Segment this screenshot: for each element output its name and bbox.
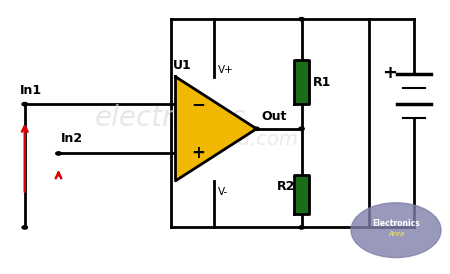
Text: U1: U1 — [173, 59, 192, 72]
Text: Area: Area — [388, 231, 404, 237]
Text: −: − — [191, 95, 205, 113]
Circle shape — [22, 226, 27, 229]
Text: Electronics: Electronics — [372, 219, 420, 228]
Circle shape — [56, 152, 61, 155]
Circle shape — [299, 226, 304, 229]
Text: V+: V+ — [218, 65, 234, 75]
Circle shape — [22, 102, 27, 106]
Bar — [294, 175, 310, 214]
Text: R2: R2 — [277, 180, 295, 193]
Bar — [294, 60, 310, 104]
Circle shape — [351, 203, 441, 258]
Text: +: + — [382, 64, 397, 82]
Circle shape — [254, 127, 259, 130]
Text: +: + — [191, 144, 205, 162]
Text: V-: V- — [218, 187, 229, 197]
Circle shape — [299, 127, 304, 130]
Text: electronics: electronics — [95, 104, 247, 132]
Polygon shape — [176, 77, 256, 181]
Text: R1: R1 — [313, 76, 331, 89]
Text: In1: In1 — [20, 84, 42, 97]
Text: area.com: area.com — [206, 130, 298, 149]
Text: Out: Out — [261, 110, 286, 123]
Text: In2: In2 — [61, 132, 83, 145]
Circle shape — [299, 18, 304, 21]
